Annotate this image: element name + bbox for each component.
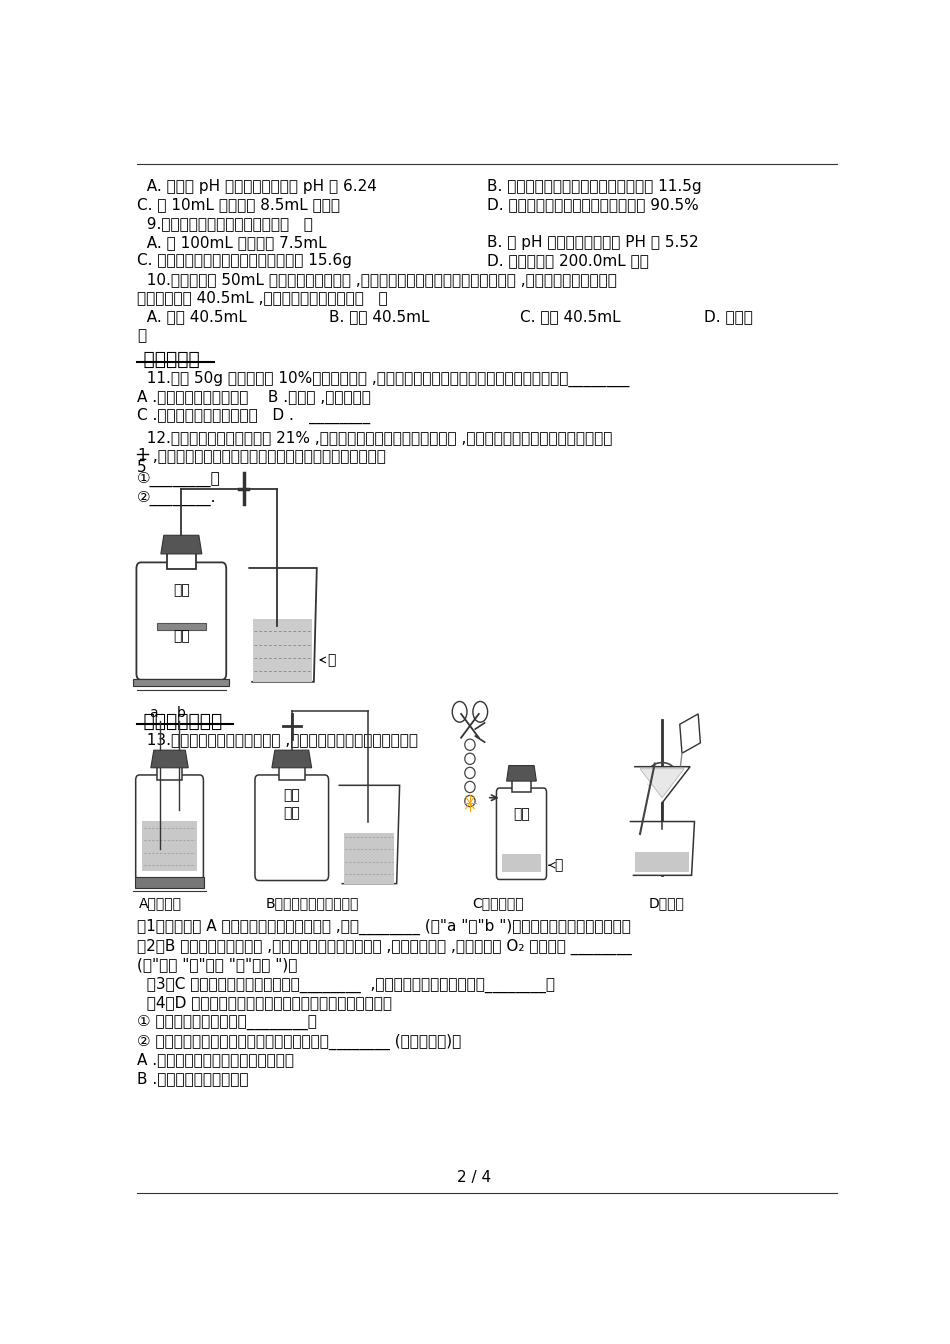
Polygon shape bbox=[161, 535, 201, 554]
Text: 9.某学生测定以下数据合理的是（   ）: 9.某学生测定以下数据合理的是（ ） bbox=[137, 216, 314, 231]
Bar bbox=[278, 765, 305, 780]
Text: 足量: 足量 bbox=[283, 789, 300, 802]
Text: B、测定空气中氧气含量: B、测定空气中氧气含量 bbox=[266, 896, 359, 910]
Text: ② 以下实验目的中可利用此实验方法达成的有________ (填字母序号)。: ② 以下实验目的中可利用此实验方法达成的有________ (填字母序号)。 bbox=[137, 1034, 462, 1050]
FancyBboxPatch shape bbox=[137, 562, 226, 680]
Bar bbox=[253, 620, 313, 681]
Polygon shape bbox=[635, 766, 690, 802]
FancyBboxPatch shape bbox=[255, 775, 329, 880]
Polygon shape bbox=[680, 714, 700, 753]
Text: 13.化学是以实验为根底的学科 ,请根据以下实验答复有关问题：: 13.化学是以实验为根底的学科 ,请根据以下实验答复有关问题： bbox=[137, 732, 418, 747]
Bar bbox=[142, 821, 197, 871]
Text: A .溶解时未用玻璃棒搅拌    B .装瓶时 ,有溶液洒出: A .溶解时未用玻璃棒搅拌 B .装瓶时 ,有溶液洒出 bbox=[137, 388, 371, 405]
Text: ,请你帮她分析造成这种结果的可能原因（至少答两点）：: ,请你帮她分析造成这种结果的可能原因（至少答两点）： bbox=[148, 449, 386, 464]
Text: C .用量筒量取水时仰视读数   D . ________: C .用量筒量取水时仰视读数 D . ________ bbox=[137, 407, 370, 423]
Text: A. 小于 40.5mL: A. 小于 40.5mL bbox=[137, 309, 247, 324]
FancyBboxPatch shape bbox=[497, 788, 546, 879]
FancyBboxPatch shape bbox=[136, 775, 203, 880]
Text: ①________；: ①________； bbox=[137, 472, 221, 487]
Text: 10.小张同学用 50mL 量筒量取一定量液体 ,读数时量筒放平在桌面上且面对刻度线 ,当视线俰视凹液面的最: 10.小张同学用 50mL 量筒量取一定量液体 ,读数时量筒放平在桌面上且面对刻… bbox=[137, 271, 618, 288]
Bar bbox=[157, 624, 205, 630]
Text: 红磷: 红磷 bbox=[173, 629, 190, 642]
Text: 二、填空题: 二、填空题 bbox=[137, 349, 200, 368]
Text: ②________.: ②________. bbox=[137, 491, 217, 505]
Text: 、1）医院可用 A 装置来观察给病人输氧情况 ,导管________ (填"a "或"b ")应连接病人吸氧气的塑胶管。: 、1）医院可用 A 装置来观察给病人输氧情况 ,导管________ (填"a … bbox=[137, 919, 631, 935]
Text: 1: 1 bbox=[137, 448, 147, 462]
Polygon shape bbox=[338, 785, 400, 883]
Text: C. 用托盘天平称得某食盐样品的质量为 15.6g: C. 用托盘天平称得某食盐样品的质量为 15.6g bbox=[137, 254, 352, 269]
Bar bbox=[135, 878, 204, 888]
Text: 水: 水 bbox=[554, 859, 562, 872]
Polygon shape bbox=[248, 569, 316, 681]
Text: 低处时读数为 40.5mL ,其正确的体积数应该是（   ）: 低处时读数为 40.5mL ,其正确的体积数应该是（ ） bbox=[137, 290, 388, 305]
Text: ① 实验中玻璃棒的作用是________。: ① 实验中玻璃棒的作用是________。 bbox=[137, 1015, 317, 1031]
Text: (填"偏大 "、"偏小 "或"不变 ")。: (填"偏大 "、"偏小 "或"不变 ")。 bbox=[137, 957, 297, 972]
Polygon shape bbox=[133, 679, 229, 685]
Bar bbox=[158, 765, 181, 780]
Bar bbox=[167, 550, 196, 569]
Text: b: b bbox=[177, 706, 186, 720]
Text: 空气: 空气 bbox=[173, 583, 190, 597]
Text: 三、实验探究题: 三、实验探究题 bbox=[137, 712, 222, 731]
Text: 2 / 4: 2 / 4 bbox=[458, 1171, 491, 1185]
Text: a: a bbox=[149, 706, 158, 720]
Polygon shape bbox=[630, 821, 694, 875]
Bar bbox=[512, 778, 531, 792]
Circle shape bbox=[452, 702, 467, 722]
Text: D. 无法确: D. 无法确 bbox=[704, 309, 753, 324]
Text: 定: 定 bbox=[137, 328, 146, 343]
Text: B. 用托盘天平称得氧化铜粉末的质量为 11.5g: B. 用托盘天平称得氧化铜粉末的质量为 11.5g bbox=[486, 179, 701, 194]
Text: D. 用烧杯量取 200.0mL 盐酸: D. 用烧杯量取 200.0mL 盐酸 bbox=[486, 254, 649, 269]
Bar bbox=[502, 853, 542, 872]
Polygon shape bbox=[151, 750, 188, 767]
Text: C. 用 10mL 量筒量取 8.5mL 某溶液: C. 用 10mL 量筒量取 8.5mL 某溶液 bbox=[137, 198, 340, 212]
Text: 红磷: 红磷 bbox=[283, 806, 300, 820]
Bar bbox=[344, 832, 394, 883]
Text: 、3）C 实验中反响的符号表达式为________  ,集气瓶底预先放水的作用是________。: 、3）C 实验中反响的符号表达式为________ ,集气瓶底预先放水的作用是_… bbox=[137, 977, 555, 993]
Text: B. 大于 40.5mL: B. 大于 40.5mL bbox=[329, 309, 429, 324]
Text: 12.空气中氧气的体积分数为 21% ,小兰同学用图所示的装置进行验证 ,实验后发现测得的氧气体积分数小于: 12.空气中氧气的体积分数为 21% ,小兰同学用图所示的装置进行验证 ,实验后… bbox=[137, 430, 613, 445]
Bar bbox=[635, 852, 690, 872]
Polygon shape bbox=[640, 769, 684, 798]
Text: C、铁丝燃烧: C、铁丝燃烧 bbox=[472, 896, 523, 910]
Text: A、洗气瑞: A、洗气瑞 bbox=[140, 896, 182, 910]
Text: 、2）B 实验为确保实验成功 ,首先保证该装置气密性良好 ,如果装置漏气 ,那么测出的 O₂ 的含量将 ________: 、2）B 实验为确保实验成功 ,首先保证该装置气密性良好 ,如果装置漏气 ,那么… bbox=[137, 938, 632, 954]
Text: A. 用广泛 pH 试纸测得某河水的 pH 为 6.24: A. 用广泛 pH 试纸测得某河水的 pH 为 6.24 bbox=[137, 179, 377, 194]
Text: 11.配制 50g 质量分数为 10%的氯化钓溶液 ,以下失误会导致所配溶液溶质质量分数偏小的是________: 11.配制 50g 质量分数为 10%的氯化钓溶液 ,以下失误会导致所配溶液溶质… bbox=[137, 371, 630, 387]
Text: 5: 5 bbox=[137, 461, 147, 476]
Text: 、4）D 实验常用于不溶于液体的固体物质与液体的别离。: 、4）D 实验常用于不溶于液体的固体物质与液体的别离。 bbox=[137, 996, 392, 1011]
Text: A. 用 100mL 量筒量取 7.5mL: A. 用 100mL 量筒量取 7.5mL bbox=[137, 235, 327, 250]
Text: D、过滤: D、过滤 bbox=[649, 896, 685, 910]
Text: 水: 水 bbox=[327, 653, 335, 667]
Text: A .双氧水制氧气实验后回收二氧化锔: A .双氧水制氧气实验后回收二氧化锔 bbox=[137, 1052, 294, 1067]
Text: C. 等于 40.5mL: C. 等于 40.5mL bbox=[520, 309, 620, 324]
Text: B. 用 pH 试纸测得某地水的 PH 为 5.52: B. 用 pH 试纸测得某地水的 PH 为 5.52 bbox=[486, 235, 698, 250]
Circle shape bbox=[473, 702, 487, 722]
Polygon shape bbox=[506, 766, 537, 781]
Polygon shape bbox=[272, 750, 312, 767]
Text: 氧气: 氧气 bbox=[513, 808, 530, 821]
Text: B .除去食盐中少量的泥沙: B .除去食盐中少量的泥沙 bbox=[137, 1071, 249, 1086]
Text: D. 测得某粗盐中氯化钓的质量分数为 90.5%: D. 测得某粗盐中氯化钓的质量分数为 90.5% bbox=[486, 198, 698, 212]
